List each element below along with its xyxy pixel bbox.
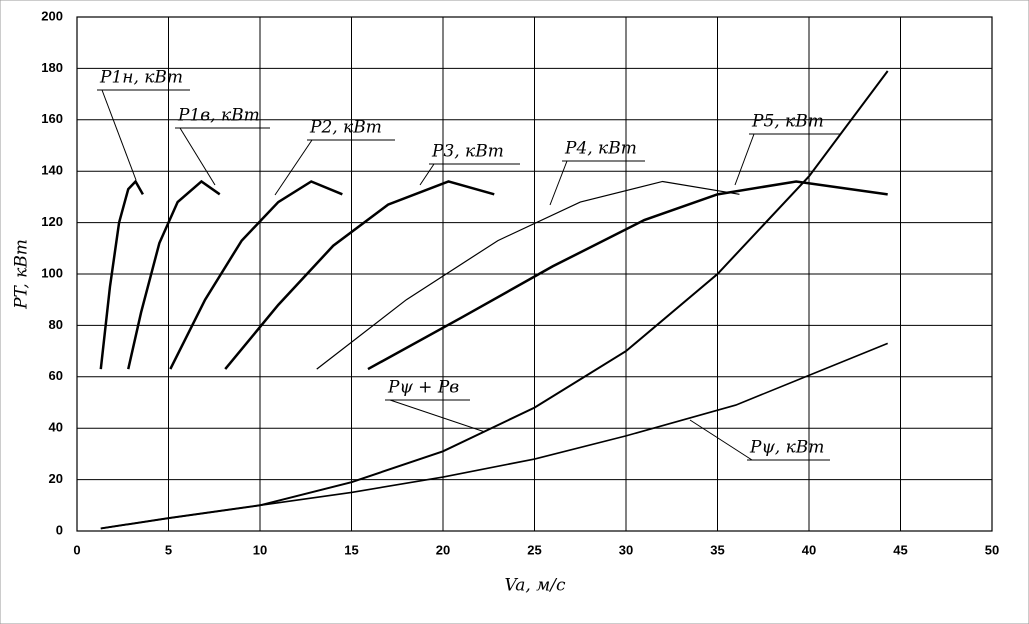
- series-label: P3, кВт: [431, 142, 504, 162]
- y-tick-label: 180: [41, 60, 63, 75]
- y-axis-label: PT, кВт: [12, 239, 32, 310]
- y-tick-label: 60: [49, 368, 63, 383]
- series-label: P1н, кВт: [99, 68, 183, 88]
- series-line: [100, 342, 888, 530]
- label-leader: [549, 160, 568, 206]
- label-leader: [389, 399, 486, 433]
- series-label: P1в, кВт: [177, 106, 260, 126]
- label-leader: [419, 163, 435, 186]
- series-line: [367, 180, 888, 371]
- label-leader: [179, 127, 216, 186]
- y-tick-label: 200: [41, 8, 63, 23]
- y-tick-label: 160: [41, 111, 63, 126]
- series-line: [224, 180, 495, 370]
- series-line: [316, 180, 740, 370]
- x-tick-label: 5: [165, 542, 172, 557]
- y-tick-label: 100: [41, 265, 63, 280]
- y-tick-label: 20: [49, 471, 63, 486]
- label-leader: [101, 89, 137, 181]
- series-label: P4, кВт: [564, 139, 637, 159]
- x-tick-label: 40: [802, 542, 816, 557]
- x-tick-label: 10: [253, 542, 267, 557]
- x-tick-label: 50: [985, 542, 999, 557]
- x-axis-label: Va, м/с: [504, 576, 565, 596]
- series-label: P5, кВт: [751, 112, 824, 132]
- series-label: Pψ, кВт: [749, 438, 824, 458]
- label-leader: [734, 133, 755, 186]
- y-tick-label: 80: [49, 317, 63, 332]
- x-tick-label: 35: [710, 542, 724, 557]
- label-leader: [274, 139, 313, 196]
- x-tick-label: 30: [619, 542, 633, 557]
- y-tick-label: 40: [49, 420, 63, 435]
- series-label: P2, кВт: [309, 118, 382, 138]
- x-tick-label: 25: [527, 542, 541, 557]
- label-leader: [689, 419, 753, 461]
- series-line: [99, 179, 144, 370]
- x-tick-label: 45: [893, 542, 907, 557]
- series-line: [169, 180, 343, 370]
- y-tick-label: 140: [41, 163, 63, 178]
- series-line: [127, 179, 221, 370]
- x-tick-label: 20: [436, 542, 450, 557]
- y-tick-label: 120: [41, 214, 63, 229]
- x-tick-label: 0: [73, 542, 80, 557]
- y-tick-label: 0: [56, 522, 63, 537]
- series-label: Pψ + Pв: [387, 378, 459, 398]
- x-tick-label: 15: [344, 542, 358, 557]
- plot-frame: [76, 16, 993, 532]
